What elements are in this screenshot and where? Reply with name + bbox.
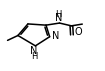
Text: O: O — [75, 27, 82, 37]
Text: H: H — [31, 52, 37, 61]
Text: N: N — [30, 46, 38, 56]
Text: H: H — [55, 10, 62, 19]
Text: N: N — [55, 13, 62, 23]
Text: N: N — [52, 31, 59, 41]
